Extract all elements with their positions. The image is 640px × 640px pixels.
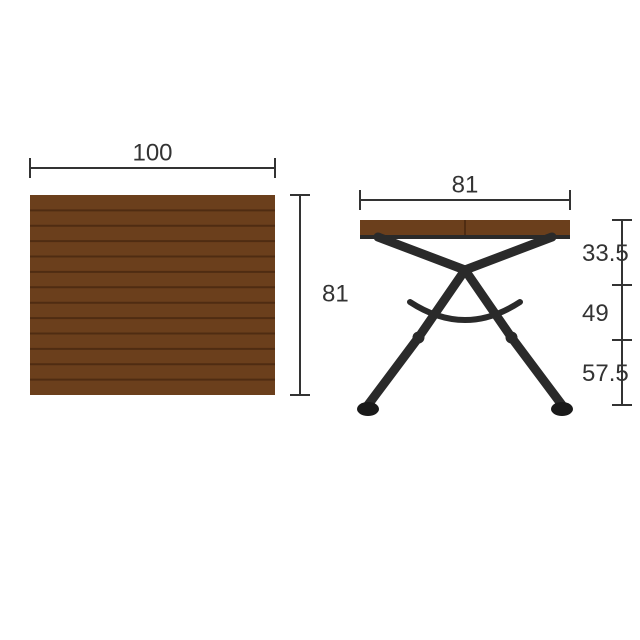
leg-brace [410,302,520,320]
dim-top-width: 100 [132,139,172,166]
foot-cap [551,402,573,416]
dim-side-width: 81 [452,171,479,198]
dim-top-depth: 81 [322,280,349,307]
top-view: 100 81 [30,139,349,395]
dim-side-height-1: 49 [582,300,609,327]
dim-side-height-2: 57.5 [582,360,629,387]
dim-side-height-0: 33.5 [582,240,629,267]
side-view: 81 33.5 49 57.5 [357,171,632,416]
foot-cap [357,402,379,416]
dimension-diagram: 100 81 81 33.5 49 57.5 [0,0,640,640]
